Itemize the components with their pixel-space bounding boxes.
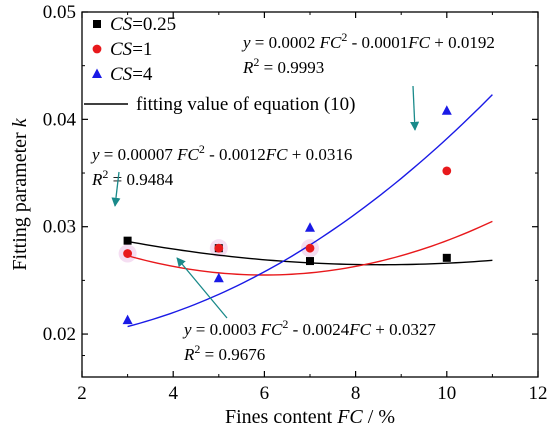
y-tick-label: 0.03 — [43, 217, 76, 238]
fit-curve-1 — [127, 220, 493, 276]
data-point-1-2 — [305, 243, 315, 253]
annotation-equation-1: y = 0.00007 FC2 - 0.0012FC + 0.0316 — [90, 142, 352, 164]
legend-marker-2 — [92, 68, 102, 78]
fit-curves — [127, 94, 493, 328]
data-points — [122, 105, 452, 325]
annotation-r2-0: R2 = 0.9993 — [242, 55, 324, 77]
annotation-arrow-0 — [410, 85, 420, 131]
data-point-1-3 — [442, 166, 452, 176]
x-tick-label: 2 — [77, 383, 87, 404]
legend-label-1: CS=1 — [110, 39, 152, 60]
axes: 2 4 6 8 10 12 0.02 0.03 0.04 0.05 Fines content FC… — [9, 2, 548, 428]
annotation-r2-1: R2 = 0.9484 — [91, 167, 174, 189]
data-point-0-3 — [442, 253, 451, 262]
data-point-0-0 — [123, 236, 132, 245]
x-tick-label: 8 — [351, 383, 361, 404]
data-point-2-2 — [305, 222, 315, 232]
legend-marker-1 — [92, 44, 102, 54]
legend-label-2: CS=4 — [110, 64, 153, 85]
data-point-2-3 — [441, 105, 452, 115]
annotations: y = 0.0002 FC2 - 0.0001FC + 0.0192 R2 = 0… — [90, 30, 495, 364]
fit-curve-2 — [127, 94, 493, 328]
x-tick-label: 12 — [529, 383, 548, 404]
data-point-2-0 — [122, 314, 133, 325]
annotation-r2-2: R2 = 0.9676 — [183, 342, 265, 364]
y-tick-label: 0.02 — [43, 324, 76, 345]
y-tick-label: 0.05 — [43, 2, 76, 23]
y-tick-label: 0.04 — [43, 109, 77, 130]
y-axis-label: Fitting parameter k — [9, 117, 31, 270]
annotation-arrow-2 — [176, 257, 228, 319]
x-tick-label: 10 — [437, 383, 456, 404]
data-point-1-0 — [123, 249, 132, 258]
annotation-equation-2: y = 0.0003 FC2 - 0.0024FC + 0.0327 — [182, 317, 436, 339]
data-point-2-1 — [213, 272, 224, 283]
legend: CS=0.25 CS=1 CS=4 fitting value of equation… — [84, 14, 356, 115]
annotation-arrow-1 — [111, 171, 121, 207]
legend-marker-0 — [93, 20, 101, 28]
x-axis-label: Fines content FC / % — [225, 406, 395, 428]
annotation-equation-0: y = 0.0002 FC2 - 0.0001FC + 0.0192 — [241, 30, 495, 52]
x-tick-label: 6 — [260, 383, 270, 404]
x-tick-label: 4 — [168, 383, 178, 404]
legend-label-0: CS=0.25 — [110, 14, 176, 35]
legend-fit-label: fitting value of equation (10) — [136, 94, 356, 115]
data-point-0-2 — [306, 257, 314, 266]
data-point-1-1 — [214, 243, 224, 253]
